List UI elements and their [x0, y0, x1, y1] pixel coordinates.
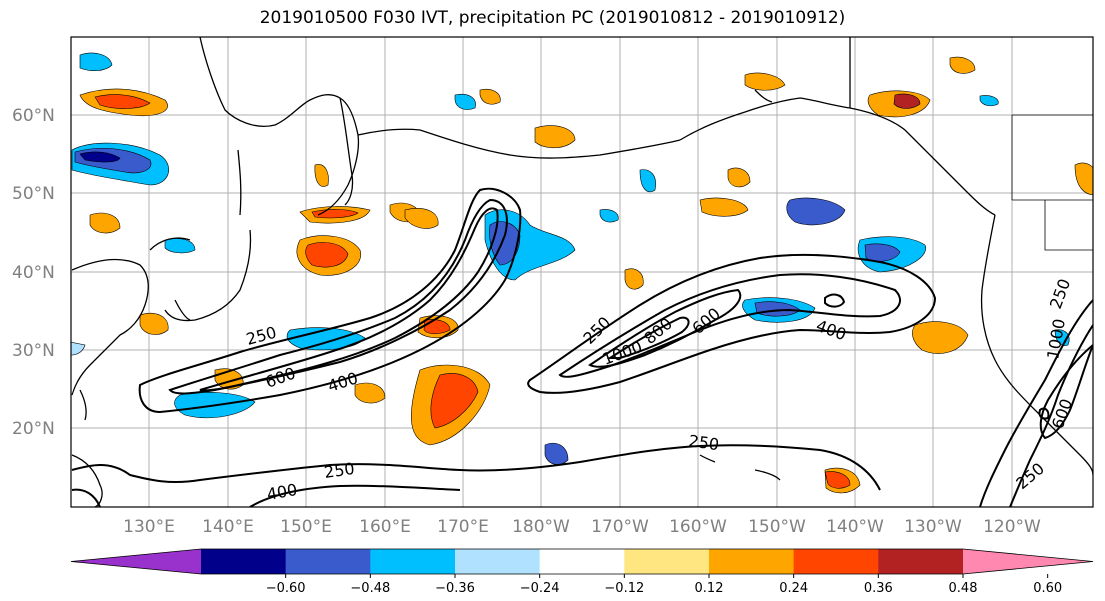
- colorbar-tick-label: −0.36: [435, 581, 475, 596]
- lat-label-50n: 50°N: [12, 184, 55, 204]
- colorbar-tick-label: −0.60: [266, 581, 306, 596]
- colorbar-segment: [624, 549, 710, 574]
- longitude-labels: 130°E 140°E 150°E 160°E 170°E 180°W 170°…: [123, 517, 1041, 537]
- contour-label: 250: [323, 459, 356, 482]
- lon-label-180w: 180°W: [512, 517, 570, 537]
- colorbar-tick-label: 0.60: [1033, 581, 1062, 596]
- contour-labels: 250 600 400 250 1000 800 600 400 250 400…: [244, 276, 1076, 504]
- colorbar: [70, 548, 1094, 575]
- political-borders: [1011, 114, 1093, 251]
- colorbar-tick-label: 0.24: [779, 581, 808, 596]
- lon-label-130e: 130°E: [123, 517, 175, 537]
- colorbar-segment: [370, 549, 456, 574]
- colorbar-segment: [878, 549, 964, 574]
- colorbar-segment: [201, 549, 287, 574]
- lat-label-30n: 30°N: [12, 341, 55, 361]
- precipitation-shading: [71, 52, 1093, 494]
- colorbar-tick-label: −0.12: [604, 581, 644, 596]
- colorbar-tick-label: 0.48: [949, 581, 978, 596]
- lat-label-40n: 40°N: [12, 263, 55, 283]
- ivt-contours: [71, 187, 1093, 507]
- colorbar-segment: [539, 549, 625, 574]
- colorbar-segment: [455, 549, 541, 574]
- lon-label-170e: 170°E: [437, 517, 489, 537]
- colorbar-extend-max: [963, 549, 1093, 574]
- colorbar-segment: [285, 549, 371, 574]
- colorbar-tick-label: −0.48: [350, 581, 390, 596]
- map-frame: [70, 36, 1094, 508]
- contour-label: 250: [687, 431, 720, 454]
- colorbar-segment: [709, 549, 795, 574]
- colorbar-tick-label: 0.36: [864, 581, 893, 596]
- lon-label-150w: 150°W: [748, 517, 806, 537]
- lon-label-150e: 150°E: [280, 517, 332, 537]
- lon-label-160e: 160°E: [359, 517, 411, 537]
- lon-label-130w: 130°W: [904, 517, 962, 537]
- coastlines: [71, 37, 1093, 507]
- colorbar-tick-label: −0.24: [520, 581, 560, 596]
- lat-label-20n: 20°N: [12, 419, 55, 439]
- lon-label-170w: 170°W: [591, 517, 649, 537]
- colorbar-segment: [793, 549, 879, 574]
- latitude-labels: 60°N 50°N 40°N 30°N 20°N: [12, 106, 55, 439]
- map-title: 2019010500 F030 IVT, precipitation PC (2…: [259, 8, 846, 28]
- gridlines: [71, 37, 1093, 507]
- lon-label-160w: 160°W: [669, 517, 727, 537]
- lon-label-140w: 140°W: [826, 517, 884, 537]
- lat-label-60n: 60°N: [12, 106, 55, 126]
- lon-label-140e: 140°E: [202, 517, 254, 537]
- colorbar-tick-labels: −0.60 −0.48 −0.36 −0.24 −0.12 0.12 0.24 0.36 0.4…: [266, 574, 1062, 596]
- colorbar-outline: [70, 548, 1094, 575]
- lon-label-120w: 120°W: [983, 517, 1041, 537]
- colorbar-tick-label: 0.12: [695, 581, 724, 596]
- colorbar-extend-min: [71, 549, 201, 574]
